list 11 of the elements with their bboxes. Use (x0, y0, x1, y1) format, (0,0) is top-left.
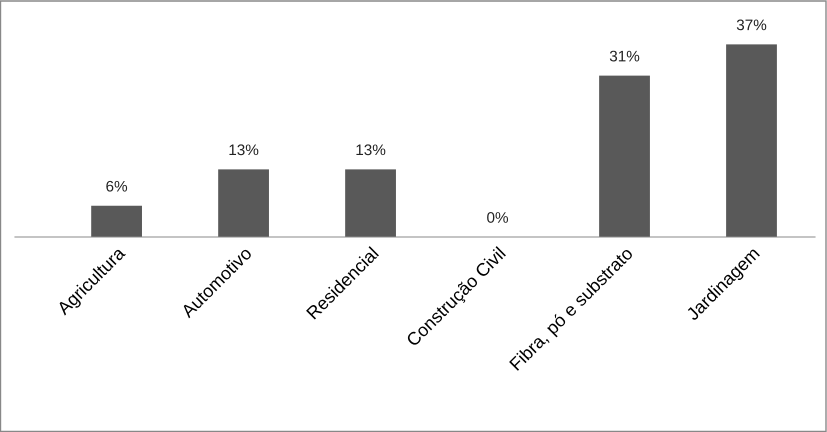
data-label: 13% (229, 144, 258, 156)
data-label: 31% (610, 50, 640, 62)
bar (599, 76, 650, 237)
data-label: 37% (736, 19, 766, 30)
bar (91, 206, 142, 237)
bar (345, 169, 396, 237)
data-label: 0% (487, 212, 508, 223)
data-label: 13% (356, 144, 386, 156)
data-label: 6% (106, 180, 128, 192)
bar (726, 44, 777, 237)
bar (218, 169, 269, 237)
